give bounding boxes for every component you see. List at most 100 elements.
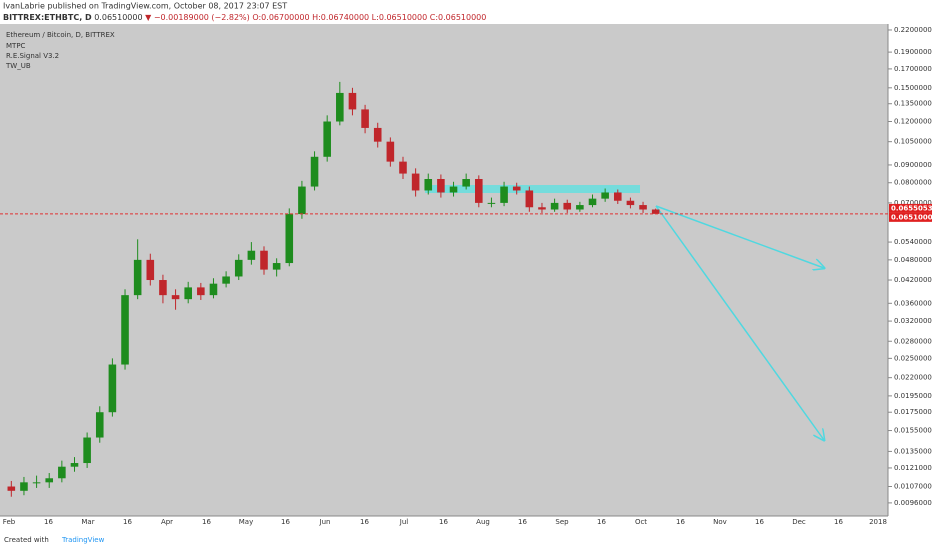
- candle-body: [45, 478, 54, 483]
- x-tick-label: Dec: [792, 518, 806, 526]
- candle-body: [260, 250, 268, 270]
- candle-body: [95, 412, 104, 438]
- candle-body: [133, 259, 142, 296]
- candle-body: [159, 280, 167, 296]
- candle-body: [348, 92, 357, 110]
- x-tick-label: Sep: [555, 518, 569, 526]
- x-tick-label: Mar: [81, 518, 94, 526]
- x-tick-label: 16: [281, 518, 290, 526]
- x-tick-label: Jun: [319, 518, 331, 526]
- x-tick-label: 16: [834, 518, 843, 526]
- candle-body: [588, 198, 597, 206]
- x-tick-label: 16: [755, 518, 764, 526]
- candle-body: [285, 214, 294, 264]
- footer-brand[interactable]: TradingView: [61, 536, 105, 544]
- candle-body: [512, 186, 521, 191]
- candle-body: [525, 190, 534, 208]
- projection-arrow: [655, 205, 824, 268]
- candle-body: [83, 437, 91, 464]
- x-tick-label: Feb: [3, 518, 16, 526]
- x-tick-label: Apr: [161, 518, 173, 526]
- x-tick-label: 16: [123, 518, 132, 526]
- plot-area: [0, 24, 888, 516]
- chart-title: Ethereum / Bitcoin, D, BITTREX: [6, 31, 115, 39]
- candle-body: [626, 200, 635, 206]
- candle-body: [20, 482, 28, 491]
- candle-body: [197, 287, 205, 296]
- x-tick-label: 16: [676, 518, 685, 526]
- candle-body: [538, 207, 546, 210]
- candle-body: [475, 179, 483, 203]
- header: IvanLabrie published on TradingView.com,…: [3, 2, 287, 11]
- candle-body: [108, 364, 117, 413]
- x-tick-label: 16: [518, 518, 527, 526]
- candle-body: [146, 259, 155, 281]
- quote: BITTREX:ETHBTC, D 0.06510000 ▼ −0.001890…: [3, 13, 486, 22]
- x-tick-label: 16: [360, 518, 369, 526]
- candle-body: [272, 263, 281, 270]
- candle-body: [7, 486, 16, 491]
- x-tick-label: Nov: [713, 518, 727, 526]
- x-tick-label: 16: [202, 518, 211, 526]
- x-tick-label: 2018: [869, 518, 887, 526]
- candle-body: [298, 186, 306, 215]
- candle-body: [639, 205, 647, 210]
- candle-body: [576, 205, 584, 210]
- candle-body: [171, 295, 180, 300]
- candle-body: [437, 179, 445, 193]
- x-tick-label: May: [239, 518, 253, 526]
- candle-body: [613, 192, 622, 201]
- candle-body: [184, 287, 192, 300]
- candle-body: [411, 173, 420, 191]
- x-tick-label: Jul: [399, 518, 409, 526]
- candle-body: [550, 202, 559, 210]
- candle-body: [424, 179, 433, 191]
- indicator: TW_UB: [5, 62, 31, 70]
- candle-body: [222, 276, 230, 284]
- indicator: R.E.Signal V3.2: [6, 52, 59, 60]
- footer-text: Created with: [4, 536, 49, 544]
- candle-body: [361, 109, 369, 128]
- candle-body: [462, 179, 470, 187]
- candle-body: [209, 283, 218, 296]
- x-tick-label: Aug: [476, 518, 490, 526]
- price-axis: [888, 24, 932, 516]
- price-badge: [889, 203, 932, 213]
- highlight-zone: [425, 185, 640, 193]
- projection-arrow: [655, 205, 824, 440]
- x-tick-label: 16: [44, 518, 53, 526]
- price-badge: [889, 212, 932, 222]
- price-badge-label: 0.06510000: [891, 213, 932, 221]
- x-tick-label: Oct: [635, 518, 647, 526]
- candle-body: [399, 161, 407, 174]
- candle-body: [32, 482, 41, 484]
- x-tick-label: 16: [439, 518, 448, 526]
- x-tick-label: 16: [597, 518, 606, 526]
- candle-body: [500, 186, 508, 203]
- candle-body: [449, 186, 458, 193]
- candle-body: [323, 121, 331, 157]
- candle-body: [121, 295, 129, 365]
